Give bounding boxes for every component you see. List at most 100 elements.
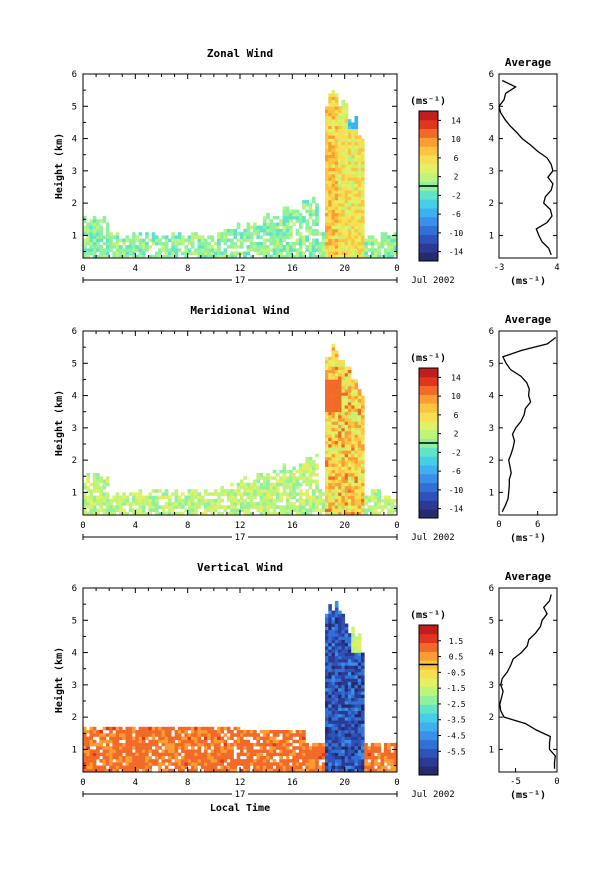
average-unit: (ms⁻¹) [510, 790, 546, 801]
colorbar-swatch [419, 137, 438, 147]
y-tick-label: 6 [72, 70, 77, 80]
average-title: Average [505, 570, 552, 583]
avg-y-tick-label: 2 [489, 199, 494, 209]
average-frame [498, 587, 558, 773]
colorbar-tick-label: -3.5 [446, 716, 465, 725]
colorbar-swatch [419, 447, 438, 457]
avg-y-tick-label: 3 [489, 424, 494, 434]
avg-y-tick-label: 2 [489, 456, 494, 466]
colorbar-swatch [419, 234, 438, 244]
colorbar-swatch [419, 669, 438, 679]
x-tick-label: 12 [235, 264, 246, 274]
colorbar-swatch [419, 722, 438, 732]
colorbar-tick-label: 14 [451, 116, 461, 125]
colorbar-swatch [419, 686, 438, 696]
colorbar-swatch [419, 403, 438, 413]
colorbar-swatch [419, 491, 438, 501]
colorbar-tick-label: 6 [454, 411, 459, 420]
avg-y-tick-label: 4 [489, 135, 494, 145]
avg-y-tick-label: 2 [489, 713, 494, 723]
colorbar-tick-label: -2 [451, 191, 461, 200]
colorbar-tick-label: 2 [454, 173, 459, 182]
colorbar-swatch [419, 456, 438, 466]
colorbar-tick-label: -14 [449, 505, 464, 514]
colorbar-swatch [419, 739, 438, 749]
heatmap-cells [83, 600, 398, 773]
colorbar-tick-label: 14 [451, 373, 461, 382]
heatmap-cells [83, 90, 398, 259]
colorbar-swatch [419, 385, 438, 395]
colorbar-swatch [419, 625, 438, 635]
avg-x-tick-label: 6 [535, 520, 540, 530]
avg-y-tick-label: 3 [489, 681, 494, 691]
colorbar-tick-label: -4.5 [446, 732, 465, 741]
x-tick-label: 20 [339, 778, 350, 788]
colorbar-swatch [419, 163, 438, 174]
colorbar-swatch [419, 368, 438, 378]
x-tick-label: 0 [80, 264, 85, 274]
colorbar-tick-label: -6 [451, 467, 461, 476]
colorbar-unit: (ms⁻¹) [410, 610, 446, 621]
avg-y-tick-label: 1 [489, 488, 494, 498]
x-tick-label: 16 [287, 521, 298, 531]
x-tick-label: 0 [394, 264, 399, 274]
colorbar-swatch [419, 155, 438, 165]
colorbar-swatch [419, 216, 438, 227]
colorbar-swatch [419, 119, 438, 130]
avg-y-tick-label: 3 [489, 167, 494, 177]
colorbar-swatch [419, 748, 438, 758]
colorbar-tick-label: -14 [449, 248, 464, 257]
x-tick-label: 16 [287, 778, 298, 788]
avg-y-tick-label: 6 [489, 584, 494, 594]
colorbar-unit: (ms⁻¹) [410, 96, 446, 107]
avg-y-tick-label: 4 [489, 649, 494, 659]
colorbar-swatch [419, 766, 438, 776]
y-tick-label: 1 [72, 231, 77, 241]
y-tick-label: 3 [72, 424, 77, 434]
avg-y-tick-label: 1 [489, 745, 494, 755]
heatmap-cells [83, 343, 398, 516]
x-tick-label: 12 [235, 778, 246, 788]
y-axis-label: Height (km) [53, 133, 65, 199]
avg-y-tick-label: 5 [489, 102, 494, 112]
colorbar-swatch [419, 500, 438, 510]
avg-y-tick-label: 6 [489, 70, 494, 80]
x-tick-label: 20 [339, 264, 350, 274]
x-tick-label: 4 [133, 264, 138, 274]
average-profile-line [498, 79, 554, 256]
x-tick-label: 0 [80, 521, 85, 531]
colorbar-swatch [419, 172, 438, 182]
day-label: 17 [235, 790, 246, 800]
y-tick-label: 2 [72, 713, 77, 723]
y-axis-label: Height (km) [53, 647, 65, 713]
colorbar-frame [418, 624, 439, 776]
colorbar-swatch [419, 128, 438, 138]
colorbar-swatch [419, 429, 438, 439]
avg-x-tick-label: -5 [510, 777, 521, 787]
x-tick-label: 12 [235, 521, 246, 531]
avg-y-tick-label: 1 [489, 231, 494, 241]
colorbar-swatch [419, 208, 438, 218]
day-label: 17 [235, 533, 246, 543]
colorbar-tick-label: -6 [451, 210, 461, 219]
y-tick-label: 1 [72, 745, 77, 755]
y-axis-label: Height (km) [53, 390, 65, 456]
colorbar-swatch [419, 412, 438, 422]
average-frame [498, 73, 558, 259]
colorbar-tick-label: -0.5 [446, 668, 465, 677]
x-tick-label: 4 [133, 521, 138, 531]
y-tick-label: 5 [72, 102, 77, 112]
x-tick-label: 4 [133, 778, 138, 788]
y-tick-label: 5 [72, 616, 77, 626]
x-tick-label: 16 [287, 264, 298, 274]
x-tick-label: 8 [185, 264, 190, 274]
y-tick-label: 2 [72, 456, 77, 466]
y-tick-label: 6 [72, 584, 77, 594]
colorbar-tick-label: 6 [454, 154, 459, 163]
x-tick-label: 8 [185, 778, 190, 788]
panel-title: Meridional Wind [190, 304, 289, 317]
colorbar-swatch [419, 509, 438, 519]
